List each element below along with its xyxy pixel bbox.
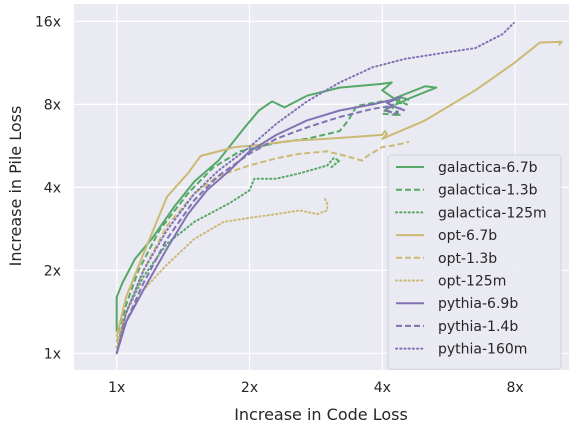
legend-label: opt-125m (438, 274, 506, 290)
legend: galactica-6.7b galactica-1.3b galactica-12… (387, 154, 562, 370)
legend-label: pythia-6.9b (438, 296, 518, 312)
legend-label: opt-6.7b (438, 228, 497, 244)
legend-label: pythia-160m (438, 342, 527, 358)
legend-label: galactica-1.3b (438, 183, 538, 199)
y-tick-label: 2x (44, 263, 61, 279)
legend-label: galactica-125m (438, 205, 547, 221)
y-tick-label: 16x (35, 14, 61, 30)
y-tick-label: 1x (44, 346, 61, 362)
x-tick-label: 4x (374, 380, 391, 396)
tick-labels: 1x 2x 4x 8x 1x 2x 4x 8x 16x (35, 14, 524, 396)
series-line-opt-1.3b (115, 140, 410, 343)
series-layer (115, 21, 563, 355)
legend-label: galactica-6.7b (438, 160, 538, 176)
legend-box (387, 154, 562, 370)
y-tick-label: 8x (44, 97, 61, 113)
y-tick-label: 4x (44, 180, 61, 196)
series-line-pythia-6.9b (115, 96, 406, 354)
series-line-pythia-1.4b (115, 104, 402, 354)
y-axis-label: Increase in Pile Loss (6, 106, 25, 267)
x-tick-label: 2x (241, 380, 258, 396)
series-line-opt-6.7b (115, 40, 563, 337)
x-tick-label: 8x (506, 380, 523, 396)
x-axis-label: Increase in Code Loss (234, 405, 408, 424)
x-tick-label: 1x (108, 380, 125, 396)
legend-label: opt-1.3b (438, 251, 497, 267)
series-line-pythia-160m (115, 21, 515, 355)
legend-label: pythia-1.4b (438, 319, 518, 335)
series-line-galactica-125m (115, 157, 341, 349)
